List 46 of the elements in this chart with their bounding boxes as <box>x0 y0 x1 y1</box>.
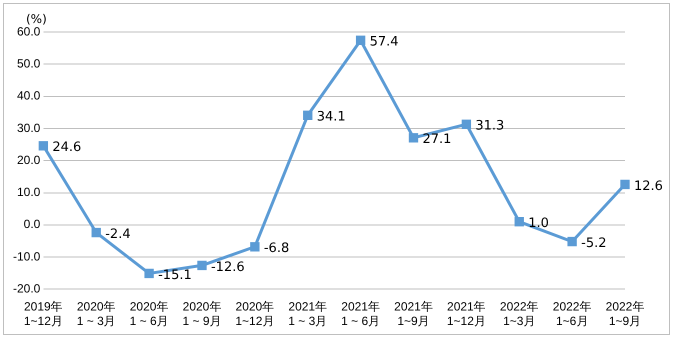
x-tick-label: 2021年 1~12月 <box>446 300 486 328</box>
data-label: -15.1 <box>158 268 192 283</box>
point <box>250 242 260 252</box>
data-label: 34.1 <box>316 110 346 125</box>
x-tick-label: 2021年 1 ~ 6月 <box>341 300 380 328</box>
y-tick-label: 20.0 <box>16 152 41 167</box>
y-tick-label: 40.0 <box>16 88 41 103</box>
y-tick-label: -10.0 <box>12 249 41 264</box>
data-label: 27.1 <box>422 132 452 148</box>
data-label: -5.2 <box>581 236 606 251</box>
y-axis-title: (%) <box>26 12 47 26</box>
y-tick-label: -20.0 <box>12 282 41 296</box>
data-label: -12.6 <box>210 260 245 275</box>
y-tick-label: 60.0 <box>16 24 41 38</box>
point <box>197 260 207 270</box>
data-label: 57.4 <box>370 34 399 50</box>
x-tick-label: 2021年 1~9月 <box>394 300 433 328</box>
x-tick-label: 2021年 1 ~ 3月 <box>288 300 328 328</box>
x-tick-label: 2020年 1 ~ 9月 <box>182 300 222 328</box>
x-tick-label: 2020年 1 ~ 6月 <box>130 300 169 328</box>
x-tick-label: 2020年 1 ~ 3月 <box>76 300 116 328</box>
point <box>303 110 312 120</box>
point <box>92 228 101 238</box>
data-label: 24.6 <box>52 140 82 156</box>
data-label: -6.8 <box>264 241 290 256</box>
y-tick-label: 30.0 <box>16 120 41 135</box>
point <box>620 180 630 190</box>
data-label: -2.4 <box>105 226 131 242</box>
point <box>462 120 472 129</box>
point <box>408 133 418 142</box>
x-tick-label: 2022年 1~6月 <box>552 300 592 328</box>
data-label: 31.3 <box>475 118 504 134</box>
y-tick-label: 10.0 <box>16 185 41 200</box>
x-tick-label: 2020年 1~12月 <box>235 300 274 328</box>
point <box>356 36 366 46</box>
x-tick-label: 2022年 1~9月 <box>606 300 644 328</box>
point <box>38 141 48 150</box>
y-tick-label: 50.0 <box>16 56 41 70</box>
point <box>514 217 524 226</box>
x-tick-label: 2022年 1~3月 <box>500 300 539 328</box>
data-label: 12.6 <box>634 178 663 194</box>
point <box>567 236 577 246</box>
x-tick-label: 2019年 1~12月 <box>24 300 63 328</box>
data-label: 1.0 <box>528 216 549 232</box>
y-tick-label: 0.0 <box>24 217 41 232</box>
point <box>144 268 154 278</box>
